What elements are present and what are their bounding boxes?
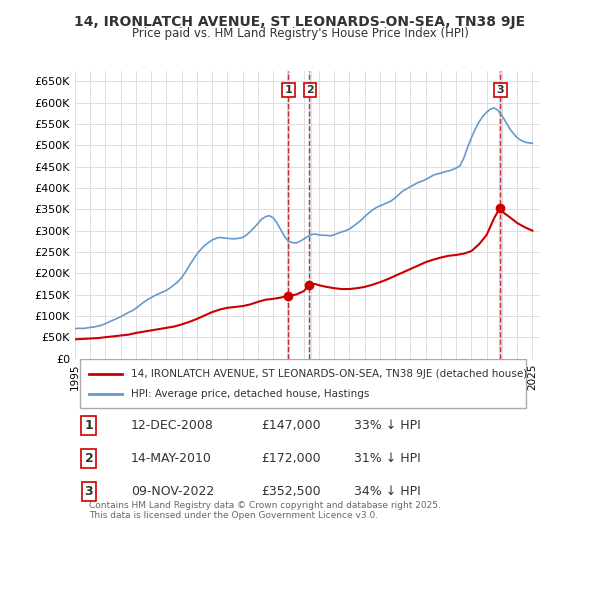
- Text: Contains HM Land Registry data © Crown copyright and database right 2025.
This d: Contains HM Land Registry data © Crown c…: [89, 501, 441, 520]
- Text: 1: 1: [284, 85, 292, 95]
- Text: 1: 1: [85, 419, 94, 432]
- Text: £352,500: £352,500: [261, 486, 320, 499]
- Text: 14, IRONLATCH AVENUE, ST LEONARDS-ON-SEA, TN38 9JE (detached house): 14, IRONLATCH AVENUE, ST LEONARDS-ON-SEA…: [131, 369, 527, 379]
- Text: £172,000: £172,000: [261, 452, 320, 465]
- Text: 34% ↓ HPI: 34% ↓ HPI: [354, 486, 421, 499]
- Text: 31% ↓ HPI: 31% ↓ HPI: [354, 452, 421, 465]
- Text: 2: 2: [306, 85, 314, 95]
- Text: 2: 2: [85, 452, 94, 465]
- Text: 33% ↓ HPI: 33% ↓ HPI: [354, 419, 421, 432]
- FancyBboxPatch shape: [80, 359, 526, 408]
- Text: Price paid vs. HM Land Registry's House Price Index (HPI): Price paid vs. HM Land Registry's House …: [131, 27, 469, 40]
- Bar: [287, 71, 289, 359]
- Text: 3: 3: [85, 486, 93, 499]
- Text: 14-MAY-2010: 14-MAY-2010: [131, 452, 212, 465]
- Text: 3: 3: [497, 85, 505, 95]
- Text: 14, IRONLATCH AVENUE, ST LEONARDS-ON-SEA, TN38 9JE: 14, IRONLATCH AVENUE, ST LEONARDS-ON-SEA…: [74, 15, 526, 29]
- Bar: [499, 71, 501, 359]
- Text: 09-NOV-2022: 09-NOV-2022: [131, 486, 214, 499]
- Bar: [309, 71, 311, 359]
- Text: 12-DEC-2008: 12-DEC-2008: [131, 419, 214, 432]
- Text: £147,000: £147,000: [261, 419, 320, 432]
- Text: HPI: Average price, detached house, Hastings: HPI: Average price, detached house, Hast…: [131, 388, 369, 398]
